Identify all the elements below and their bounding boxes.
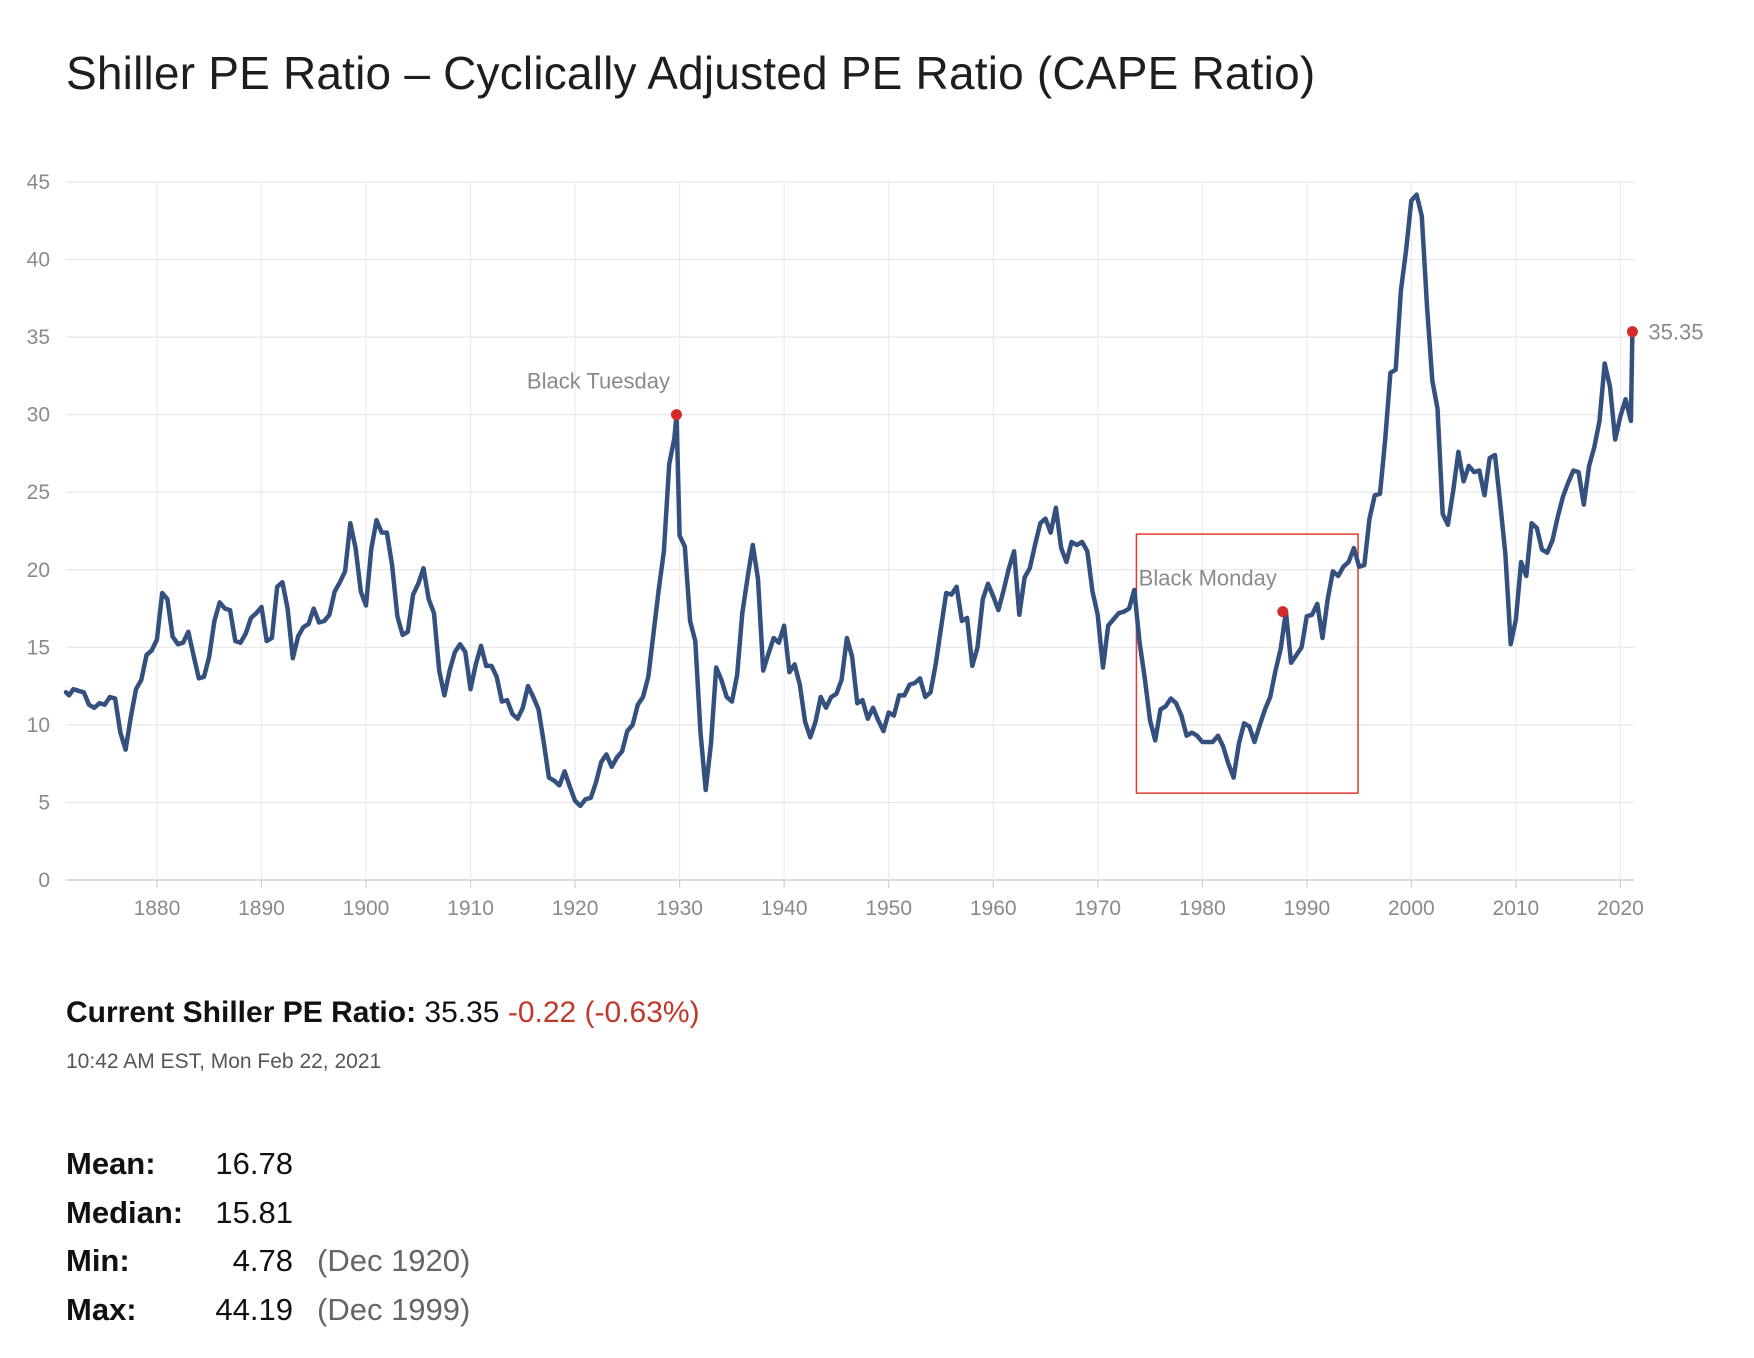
x-tick-label: 2000: [1388, 897, 1435, 920]
stat-label: Min:: [66, 1243, 130, 1279]
annotation-marker: [670, 409, 682, 421]
y-tick-label: 5: [38, 791, 50, 814]
stat-label: Mean:: [66, 1146, 156, 1182]
y-tick-label: 10: [27, 714, 50, 737]
annotations: Black Tuesday Black Monday 35.35: [527, 320, 1703, 618]
stat-date: (Dec 1999): [317, 1291, 471, 1327]
y-tick-label: 30: [27, 404, 50, 427]
current-ratio-change: -0.22 (-0.63%): [507, 996, 700, 1029]
stat-date: [293, 1140, 470, 1189]
grid-lines: [66, 181, 1634, 888]
y-tick-label: 15: [27, 636, 50, 659]
page-title: Shiller PE Ratio – Cyclically Adjusted P…: [66, 47, 1316, 99]
stat-value: 44.19: [215, 1291, 293, 1327]
black-monday-highlight-box: [1135, 533, 1359, 794]
stat-value: 4.78: [232, 1243, 293, 1279]
x-tick-label: 1940: [761, 897, 808, 920]
stat-date: [293, 1189, 470, 1238]
x-tick-label: 1980: [1179, 897, 1226, 920]
stat-label: Max:: [66, 1291, 137, 1327]
y-tick-label: 0: [38, 869, 50, 892]
highlight-box: [1135, 533, 1359, 794]
x-tick-label: 1990: [1283, 897, 1330, 920]
y-axis-ticks: 0 5 10 15 20 25 30 35 40 45: [27, 171, 50, 892]
current-ratio-label: Current Shiller PE Ratio:: [66, 996, 417, 1029]
x-tick-label: 1900: [343, 897, 390, 920]
y-tick-label: 35: [27, 326, 50, 349]
x-tick-label: 1950: [865, 897, 912, 920]
x-tick-label: 1920: [552, 897, 599, 920]
x-axis-ticks: 1880 1890 1900 1910 1920 1930 1940 1950 1960 1970…: [134, 897, 1644, 920]
stat-row-mean: Mean: 16.78: [66, 1140, 470, 1189]
cape-series-line: [63, 192, 1635, 809]
annotation-label: Black Tuesday: [527, 369, 670, 394]
stat-value: 16.78: [215, 1146, 293, 1182]
annotation-label: Black Monday: [1139, 566, 1277, 591]
stat-row-median: Median: 15.81: [66, 1189, 470, 1238]
stats-table: Mean: 16.78 Median: 15.81 Min: 4.78 (Dec…: [66, 1140, 470, 1334]
x-tick-label: 2020: [1597, 897, 1644, 920]
timestamp: 10:42 AM EST, Mon Feb 22, 2021: [66, 1050, 382, 1073]
x-tick-label: 2010: [1493, 897, 1540, 920]
y-tick-label: 40: [27, 249, 50, 272]
y-tick-label: 45: [27, 171, 50, 194]
annotation-marker: [1626, 326, 1638, 338]
annotation-label: 35.35: [1648, 320, 1703, 345]
x-tick-label: 1930: [656, 897, 703, 920]
y-tick-label: 20: [27, 559, 50, 582]
stat-value: 15.81: [215, 1194, 293, 1230]
y-tick-label: 25: [27, 481, 50, 504]
stat-label: Median:: [66, 1194, 184, 1230]
series-line: [63, 192, 1635, 809]
current-ratio-value: 35.35: [424, 996, 500, 1029]
x-tick-label: 1880: [134, 897, 181, 920]
stat-date: (Dec 1920): [317, 1243, 471, 1279]
x-tick-label: 1910: [447, 897, 494, 920]
stat-row-min: Min: 4.78 (Dec 1920): [66, 1237, 470, 1286]
x-tick-label: 1960: [970, 897, 1017, 920]
x-tick-label: 1890: [238, 897, 285, 920]
x-tick-label: 1970: [1074, 897, 1121, 920]
annotation-marker: [1277, 606, 1289, 618]
current-ratio: Current Shiller PE Ratio: 35.35 -0.22 (-…: [66, 996, 700, 1030]
stat-row-max: Max: 44.19 (Dec 1999): [66, 1286, 470, 1335]
